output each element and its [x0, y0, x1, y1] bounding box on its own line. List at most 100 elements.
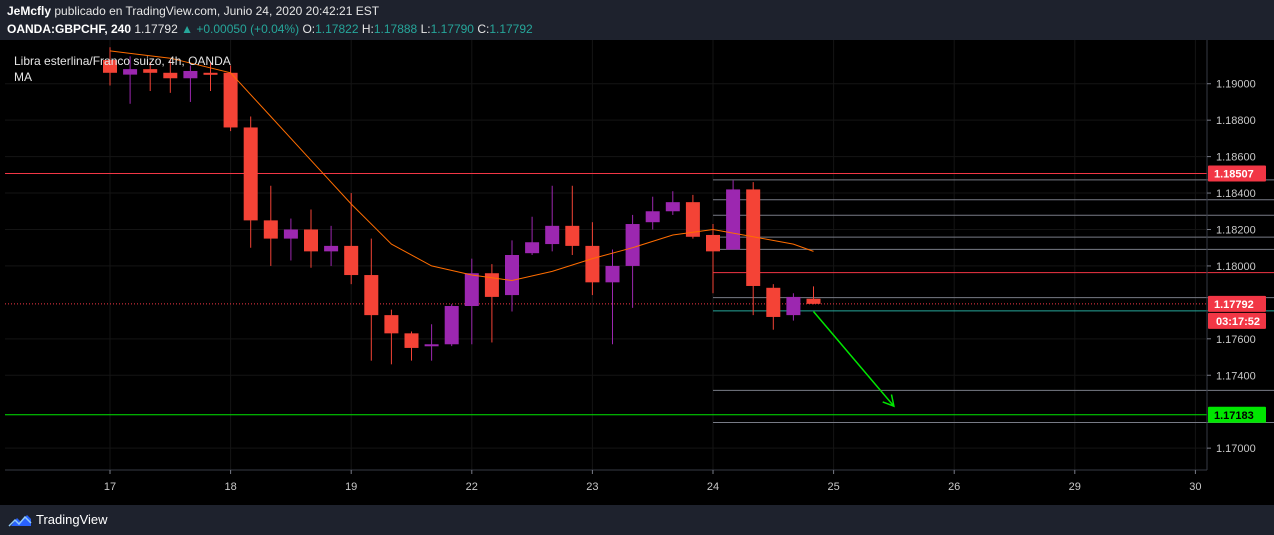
time-tick-label[interactable]: 29 [1069, 481, 1081, 493]
low-label: L: [420, 22, 431, 36]
footer-bar: TradingView [0, 505, 1274, 535]
publish-info: JeMcfly publicado en TradingView.com, Ju… [7, 4, 379, 18]
candle [243, 116, 258, 248]
axes[interactable]: 1.19000 1.18800 1.18600 1.18400 1.18200 1.180… [5, 40, 1256, 493]
candle [444, 304, 459, 347]
price-labels: 1.18507 1.17792 03:17:52 1.17183 [1208, 165, 1266, 423]
time-tick-label[interactable]: 23 [586, 481, 598, 493]
target-arrow[interactable] [812, 310, 895, 408]
time-tick-label[interactable]: 19 [345, 481, 357, 493]
candle-body [203, 72, 218, 75]
close-value: 1.17792 [489, 22, 533, 36]
time-tick-label[interactable]: 18 [224, 481, 236, 493]
resistance-price-label: 1.18507 [1214, 169, 1254, 181]
tradingview-brand[interactable]: TradingView [8, 512, 108, 527]
candle [625, 214, 640, 308]
author-name[interactable]: JeMcfly [7, 4, 52, 18]
current-price-tag [1208, 295, 1266, 312]
candle [183, 65, 198, 102]
candle [324, 225, 339, 266]
candle-body [384, 315, 399, 334]
indicator-label[interactable]: MA [14, 70, 32, 84]
candle-body [645, 211, 660, 223]
open-label: O: [302, 22, 316, 36]
moving-average [109, 50, 814, 282]
candle-body [143, 69, 158, 73]
candle-body [585, 245, 600, 283]
chart-legend: Libra esterlina/Franco suizo, 4h, OANDA … [14, 53, 231, 85]
candle-body [665, 202, 680, 212]
brand-name: TradingView [36, 512, 108, 527]
candle-body [806, 298, 821, 304]
price-tick-label[interactable]: 1.17000 [1216, 443, 1256, 455]
candle [123, 56, 138, 104]
candle [464, 258, 479, 345]
candle-body [766, 287, 781, 317]
candle [665, 191, 680, 215]
price-tick-label[interactable]: 1.18800 [1216, 115, 1256, 127]
candle [786, 293, 801, 321]
price-tick-label[interactable]: 1.19000 [1216, 79, 1256, 91]
candle [103, 47, 117, 86]
time-tick-label[interactable]: 17 [104, 481, 116, 493]
candle [484, 264, 499, 343]
candle-body [283, 229, 298, 239]
candle-body [404, 333, 419, 348]
candle-body [123, 69, 138, 75]
price-tick-label[interactable]: 1.18000 [1216, 261, 1256, 273]
candle [545, 185, 560, 252]
price-tick-label[interactable]: 1.18600 [1216, 152, 1256, 164]
candle [404, 331, 419, 361]
candle [263, 185, 278, 266]
candle-body [243, 127, 258, 221]
candle [223, 65, 238, 132]
high-value: 1.17888 [373, 22, 418, 36]
candle-body [263, 220, 278, 239]
candle-body [545, 225, 560, 245]
countdown-tag [1208, 312, 1266, 329]
time-tick-label[interactable]: 22 [466, 481, 478, 493]
candle [706, 224, 720, 294]
candle-body [304, 229, 318, 252]
candle [344, 193, 359, 285]
candle-body [424, 344, 439, 347]
price-tick-label[interactable]: 1.17400 [1216, 370, 1256, 382]
candle [304, 209, 318, 268]
candle-body [364, 275, 379, 316]
cloud-logo-icon [8, 514, 32, 527]
last-price: 1.17792 [134, 22, 178, 36]
candle-body [525, 242, 540, 254]
arrow-shaft[interactable] [812, 310, 895, 407]
candle-body [484, 273, 499, 297]
price-tick-label[interactable]: 1.17600 [1216, 334, 1256, 346]
up-triangle-icon: ▲ [181, 22, 193, 36]
fib-extension[interactable]: 100.00%(1.18472)78.60%(1.18363)61.80%(1.… [713, 168, 1274, 423]
candle [424, 324, 439, 361]
price-tick-label[interactable]: 1.18400 [1216, 188, 1256, 200]
change-value: +0.00050 (+0.04%) [196, 22, 300, 36]
price-tick-label[interactable]: 1.18200 [1216, 224, 1256, 236]
time-tick-label[interactable]: 25 [827, 481, 839, 493]
support-price-label: 1.17183 [1214, 410, 1254, 422]
candle [163, 60, 178, 93]
time-tick-label[interactable]: 24 [707, 481, 719, 493]
candle [685, 194, 700, 239]
candles [103, 47, 821, 365]
symbol-label[interactable]: OANDA:GBPCHF, 240 [7, 22, 132, 36]
ohlc-line: OANDA:GBPCHF, 240 1.17792 ▲ +0.00050 (+0… [7, 22, 533, 36]
resistance-price-tag [1208, 165, 1266, 182]
candle-body [183, 70, 198, 79]
candle [203, 61, 218, 92]
horizontal-levels[interactable] [5, 173, 1207, 416]
arrow-head-icon[interactable] [882, 394, 895, 408]
candle-body [223, 72, 238, 128]
candle-body [605, 265, 620, 283]
open-value: 1.17822 [315, 22, 359, 36]
time-tick-label[interactable]: 26 [948, 481, 960, 493]
price-chart[interactable]: 100.00%(1.18472)78.60%(1.18363)61.80%(1.… [0, 40, 1274, 505]
candle [525, 216, 540, 255]
candle-body [324, 245, 339, 252]
time-tick-label[interactable]: 30 [1189, 481, 1201, 493]
candle-body [565, 225, 580, 246]
candle [565, 185, 580, 255]
